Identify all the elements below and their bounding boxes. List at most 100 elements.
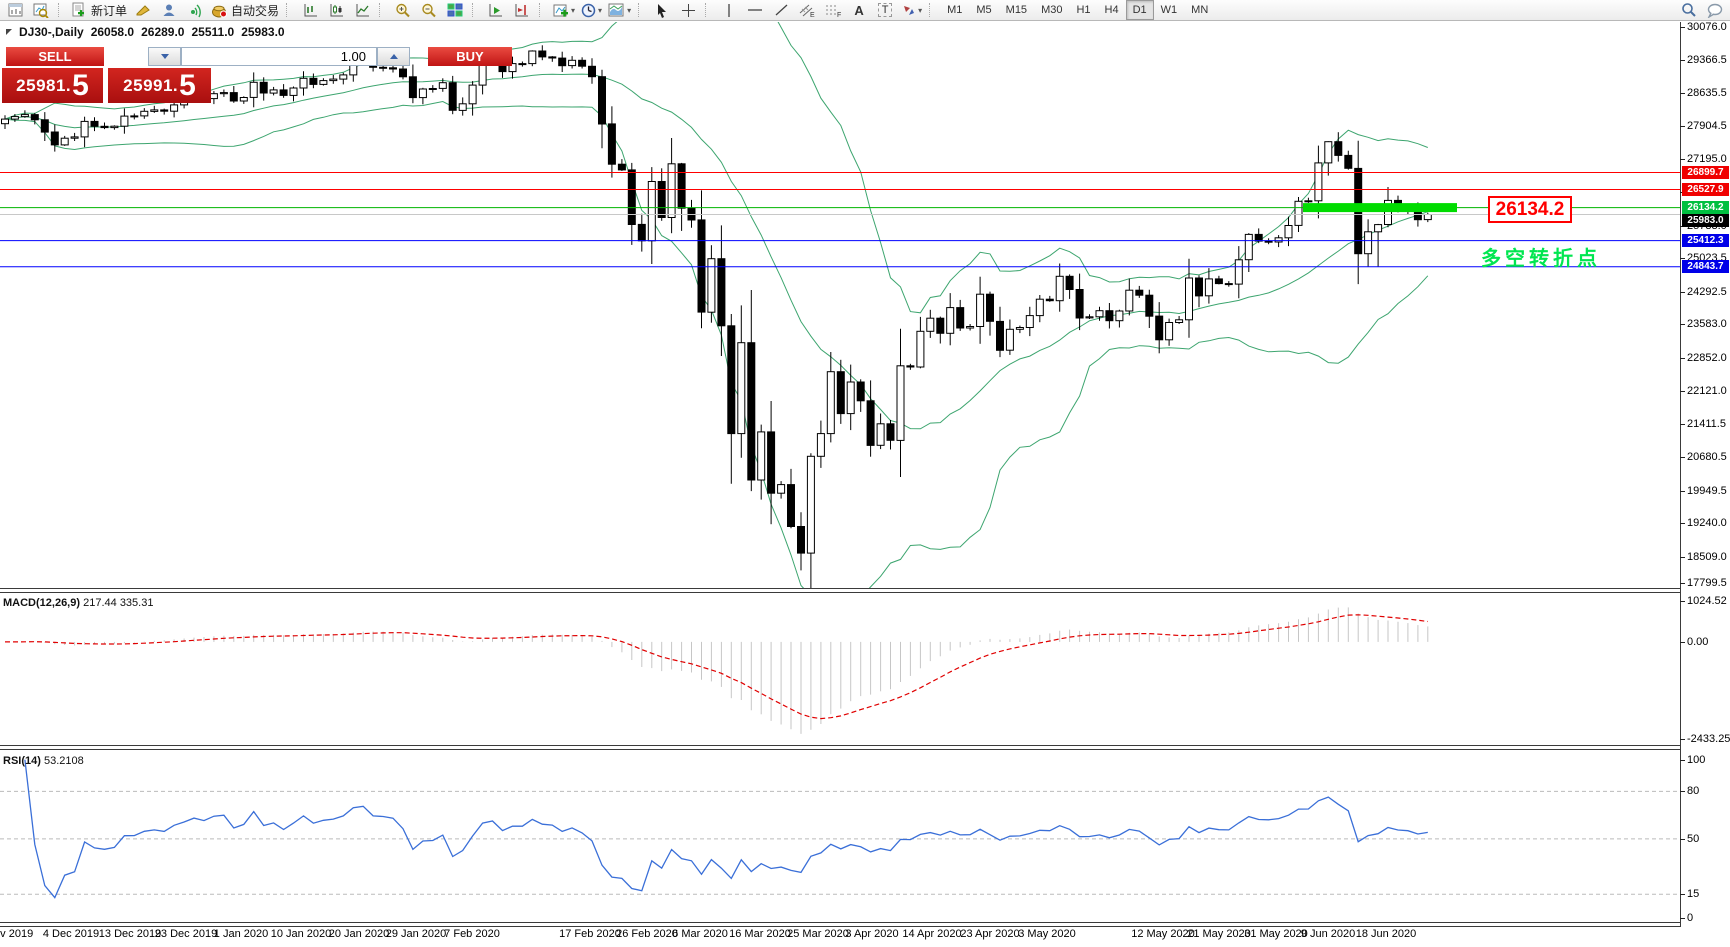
volume-input[interactable] [181, 47, 377, 66]
chevron-down-icon: ▾ [627, 5, 632, 15]
text-label-icon: T [877, 3, 893, 17]
vertical-line-tool-button[interactable] [716, 0, 742, 20]
zoom-in-icon [395, 3, 411, 18]
price-badge: 24843.7 [1682, 260, 1729, 273]
auto-scroll-button[interactable] [483, 0, 509, 20]
timeframe-M5[interactable]: M5 [976, 4, 992, 16]
main-price-chart[interactable] [0, 22, 1680, 588]
tile-windows-button[interactable] [442, 0, 468, 20]
pane-divider[interactable] [0, 588, 1680, 593]
date-label: 25 Nov 2019 [0, 928, 34, 940]
toolbar-grip[interactable] [929, 3, 937, 17]
trendline-tool-button[interactable] [768, 0, 794, 20]
profile-button[interactable] [156, 0, 182, 20]
rsi-tick-label: 100 [1687, 754, 1706, 766]
macd-main-value: 217.44 [83, 597, 117, 609]
toolbar-grip[interactable] [539, 3, 547, 17]
cursor-tool-button[interactable] [649, 0, 675, 20]
date-label: 23 Dec 2019 [154, 928, 218, 940]
chat-button[interactable] [1702, 0, 1728, 20]
macd-tick-label: 1024.52 [1687, 595, 1727, 607]
line-chart-icon [355, 3, 370, 17]
macd-pane[interactable] [0, 593, 1680, 744]
date-label: 3 Apr 2020 [845, 928, 899, 940]
line-chart-button[interactable] [349, 0, 375, 20]
price-tick-label: 24292.5 [1687, 286, 1727, 298]
rsi-label: RSI(14) 53.2108 [3, 755, 84, 767]
turning-point-label[interactable]: 多空转折点 [1481, 248, 1601, 270]
toolbar-grip[interactable] [286, 3, 294, 17]
date-label: 17 Feb 2020 [559, 928, 621, 940]
close-value: 25983.0 [241, 25, 285, 39]
chart-shift-button[interactable] [509, 0, 535, 20]
rsi-pane[interactable] [0, 750, 1680, 922]
price-tick-label: 25733.0 [1687, 220, 1727, 232]
search-button[interactable] [1676, 0, 1702, 20]
bar-chart-button[interactable] [297, 0, 323, 20]
sell-button[interactable]: SELL [6, 47, 104, 66]
pane-divider[interactable] [0, 745, 1680, 750]
text-tool-button[interactable]: A [846, 0, 872, 20]
price-tick-label: 27904.5 [1687, 120, 1727, 132]
auto-trade-button[interactable]: 自动交易 [208, 0, 282, 20]
price-callout-box[interactable]: 26134.2 [1488, 196, 1572, 223]
indicators-button[interactable]: ▾ [550, 0, 578, 20]
timeframe-MN[interactable]: MN [1191, 4, 1209, 16]
toolbar-grip[interactable] [472, 3, 480, 17]
timeframe-H1[interactable]: H1 [1076, 4, 1091, 16]
chart-preview-button[interactable] [28, 0, 54, 20]
candlestick-chart-button[interactable] [323, 0, 349, 20]
panel-collapse-icon[interactable] [6, 29, 12, 35]
volume-increase-button[interactable] [377, 47, 410, 66]
timeframe-M15[interactable]: M15 [1005, 4, 1028, 16]
timeframe-W1[interactable]: W1 [1160, 4, 1178, 16]
toolbar-grip[interactable] [379, 3, 387, 17]
templates-button[interactable]: ▾ [605, 0, 634, 20]
arrows-tool-button[interactable]: ▾ [898, 0, 925, 20]
fibonacci-tool-button[interactable]: F [820, 0, 846, 20]
volume-decrease-button[interactable] [148, 47, 181, 66]
equidistant-channel-icon: E [799, 3, 816, 18]
timeframe-H4[interactable]: H4 [1104, 4, 1119, 16]
rsi-tick-label: 0 [1687, 912, 1694, 924]
price-tick-label: 19240.0 [1687, 517, 1727, 529]
auto-trade-label: 自动交易 [231, 3, 280, 18]
buy-price-display[interactable]: 25991. 5 [108, 68, 211, 103]
vertical-line-icon [723, 3, 735, 18]
date-label: 18 Jun 2020 [1355, 928, 1417, 940]
toolbar-grip[interactable] [638, 3, 646, 17]
macd-label: MACD(12,26,9) 217.44 335.31 [3, 597, 153, 609]
new-order-icon [72, 2, 88, 18]
crosshair-tool-button[interactable] [675, 0, 701, 20]
svg-text:E: E [810, 12, 815, 18]
zoom-out-button[interactable] [416, 0, 442, 20]
price-tick-label: 29366.5 [1687, 54, 1727, 66]
buy-button[interactable]: BUY [428, 47, 512, 66]
date-label: 13 Dec 2019 [98, 928, 162, 940]
toolbar-grip[interactable] [58, 3, 66, 17]
date-label: 9 Jun 2020 [1300, 928, 1356, 940]
date-label: 12 May 2020 [1131, 928, 1195, 940]
search-icon [1681, 2, 1697, 18]
sell-price-display[interactable]: 25981. 5 [2, 68, 103, 103]
channel-tool-button[interactable]: E [794, 0, 820, 20]
crayon-button[interactable] [130, 0, 156, 20]
toolbar-grip[interactable] [705, 3, 713, 17]
timeframe-D1[interactable]: D1 [1125, 0, 1154, 20]
macd-signal-value: 335.31 [119, 597, 154, 609]
new-order-button[interactable]: 新订单 [69, 0, 130, 20]
periods-button[interactable]: ▾ [578, 0, 605, 20]
pane-divider[interactable] [0, 922, 1680, 927]
horizontal-line-tool-button[interactable] [742, 0, 768, 20]
timeframe-M30[interactable]: M30 [1041, 4, 1063, 16]
zoom-in-button[interactable] [390, 0, 416, 20]
label-tool-button[interactable]: T [872, 0, 898, 20]
signal-button[interactable] [182, 0, 208, 20]
new-order-label: 新订单 [91, 3, 128, 18]
chart-window-button[interactable] [2, 0, 28, 20]
text-icon: A [854, 2, 864, 18]
timeframe-M1[interactable]: M1 [947, 4, 963, 16]
chevron-down-icon: ▾ [918, 5, 923, 15]
